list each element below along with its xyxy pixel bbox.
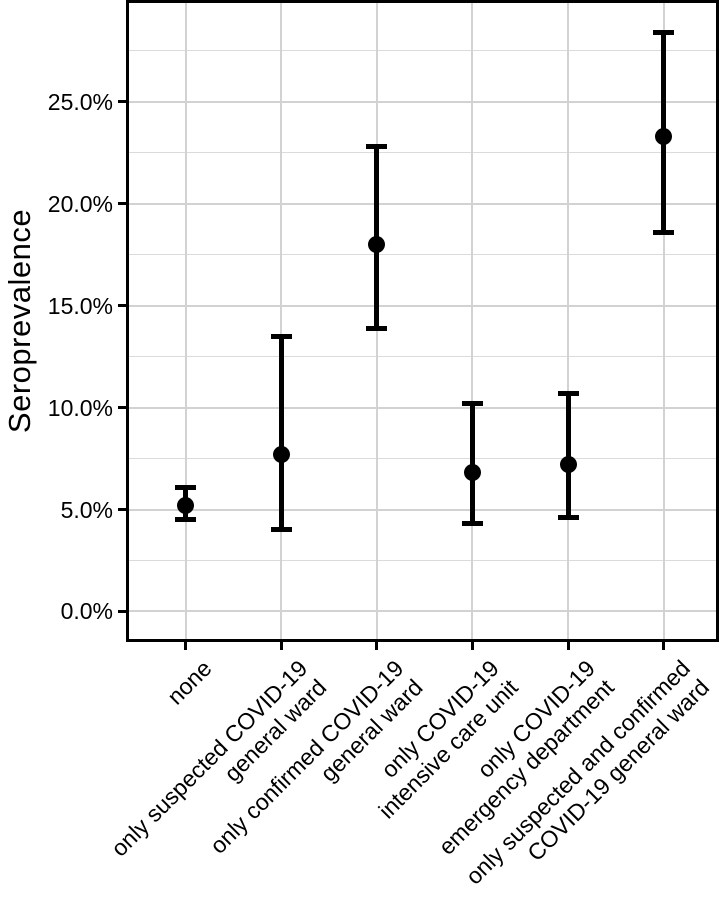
data-point xyxy=(177,496,194,514)
y-axis-tick xyxy=(118,508,126,512)
data-point xyxy=(559,456,577,474)
x-axis-tick xyxy=(184,642,187,650)
data-point xyxy=(368,236,386,254)
y-tick-label: 5.0% xyxy=(60,496,113,523)
gridline-vertical xyxy=(567,3,570,639)
gridline-major xyxy=(129,304,716,307)
error-bar-cap-bottom xyxy=(557,515,579,521)
gridline-minor xyxy=(129,152,716,154)
gridline-minor xyxy=(129,50,716,52)
gridline-minor xyxy=(129,356,716,358)
error-bar-cap-top xyxy=(557,390,579,396)
x-tick-label-line: none xyxy=(162,655,217,710)
error-bar-line xyxy=(278,336,284,530)
x-axis-tick xyxy=(566,642,570,650)
error-bar-cap-top xyxy=(270,333,292,339)
x-axis-tick xyxy=(662,642,666,650)
y-axis-tick xyxy=(118,100,126,104)
gridline-minor xyxy=(129,560,716,562)
x-tick-label: none xyxy=(162,655,217,710)
error-bar-cap-top xyxy=(366,144,388,150)
gridline-minor xyxy=(129,458,716,460)
seroprevalence-chart-figure: Seroprevalence 0.0% 5.0% 10.0% 15.0% 20.0% 25… xyxy=(2,0,719,890)
y-axis-tick xyxy=(118,202,126,206)
plot-panel xyxy=(126,0,719,642)
y-axis-tick xyxy=(118,609,126,613)
x-axis-tick xyxy=(279,642,283,650)
gridline-major xyxy=(129,610,716,613)
gridline-major xyxy=(129,202,716,205)
y-tick-label: 20.0% xyxy=(47,190,113,217)
gridline-vertical xyxy=(184,3,187,639)
gridline-vertical xyxy=(280,3,283,639)
error-bar-line xyxy=(565,393,571,518)
error-bar-cap-bottom xyxy=(653,229,675,235)
error-bar-cap-top xyxy=(175,484,196,490)
gridline-vertical xyxy=(471,3,474,639)
x-axis-tick xyxy=(375,642,379,650)
error-bar-cap-bottom xyxy=(461,521,483,527)
y-axis-tick xyxy=(118,406,126,410)
data-point xyxy=(655,128,673,146)
gridline-major xyxy=(129,100,716,103)
y-tick-label: 25.0% xyxy=(47,88,113,115)
gridline-major xyxy=(129,508,716,511)
y-axis-tick xyxy=(118,304,126,308)
error-bar-line xyxy=(469,403,475,524)
y-tick-label: 0.0% xyxy=(60,598,113,625)
error-bar-cap-top xyxy=(653,30,675,36)
error-bar-cap-top xyxy=(461,401,483,407)
gridline-minor xyxy=(129,254,716,256)
error-bar-cap-bottom xyxy=(175,517,196,523)
x-axis-tick xyxy=(470,642,474,650)
error-bar-cap-bottom xyxy=(366,325,388,331)
data-point xyxy=(463,464,481,482)
error-bar-cap-bottom xyxy=(270,527,292,533)
data-point xyxy=(272,446,290,464)
y-tick-label: 10.0% xyxy=(47,394,113,421)
y-tick-label: 15.0% xyxy=(47,292,113,319)
gridline-major xyxy=(129,406,716,409)
gridline-vertical xyxy=(662,3,665,639)
